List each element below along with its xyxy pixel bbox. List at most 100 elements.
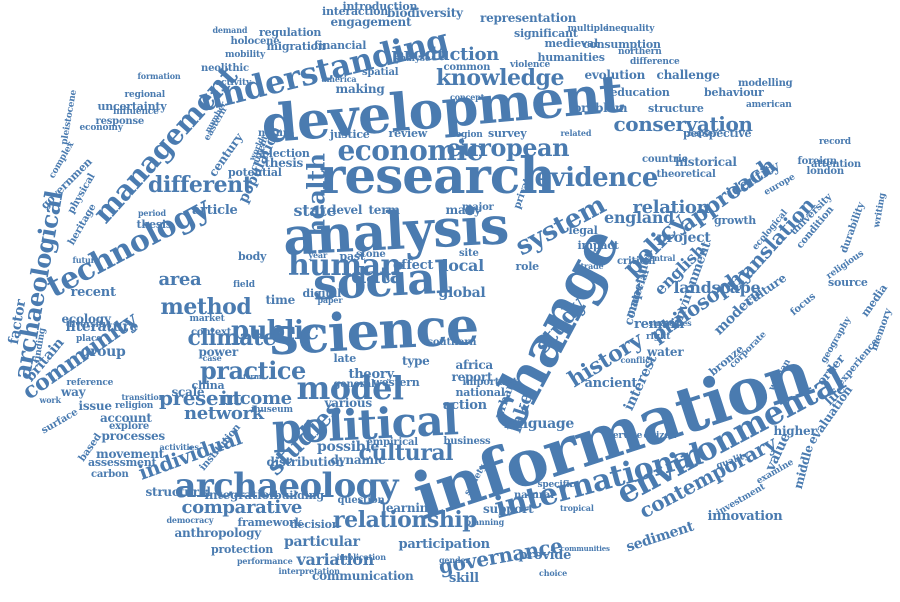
- word: biodiversity: [387, 6, 463, 20]
- word: conflict: [620, 355, 654, 365]
- word: africa: [455, 358, 494, 372]
- word: performance: [237, 556, 293, 566]
- word: transition: [121, 392, 165, 402]
- word: durability: [838, 201, 867, 255]
- word: theoretical: [656, 169, 716, 180]
- word: stone: [356, 249, 386, 260]
- word: humanities: [537, 50, 605, 64]
- word: human: [288, 248, 402, 283]
- word: relationship: [333, 507, 478, 533]
- word: theory: [348, 366, 395, 382]
- word: challenge: [656, 68, 720, 82]
- word: analyse: [394, 53, 431, 64]
- word: comparative: [181, 497, 303, 518]
- word: mobility: [225, 49, 266, 60]
- word: america: [321, 74, 357, 84]
- word: london: [806, 166, 845, 177]
- word: uncertainty: [97, 99, 167, 113]
- word: memory: [868, 307, 895, 353]
- word: consumption: [583, 37, 661, 51]
- word: data: [351, 263, 404, 289]
- word: late: [333, 351, 357, 365]
- word: foreign: [797, 156, 837, 167]
- word: countrie: [642, 154, 688, 165]
- word: related: [560, 128, 592, 138]
- word: region: [451, 129, 483, 140]
- word: surface: [39, 406, 80, 437]
- word: group: [80, 344, 126, 360]
- word: action: [443, 397, 487, 413]
- word: term: [368, 203, 400, 217]
- word: power: [198, 345, 239, 359]
- word: attention: [811, 159, 861, 170]
- word: problem: [573, 101, 628, 115]
- word: thesis: [136, 217, 173, 231]
- word: field: [233, 279, 255, 290]
- word: assessment: [88, 455, 157, 469]
- word: northern: [618, 46, 662, 57]
- word: activity: [215, 77, 252, 88]
- word: interaction: [322, 4, 389, 18]
- word: general: [333, 379, 375, 390]
- word: right: [646, 331, 671, 342]
- word: legal: [568, 223, 598, 237]
- word: network: [184, 403, 264, 424]
- word: period: [138, 208, 166, 218]
- word: state: [293, 201, 337, 220]
- word: evolution: [584, 68, 646, 82]
- word: possible: [317, 439, 379, 455]
- word: significant: [514, 26, 578, 40]
- word: conservation: [613, 112, 753, 136]
- word: type: [402, 354, 430, 368]
- word: carbon: [91, 469, 129, 480]
- word: inequality: [605, 23, 655, 34]
- word: account: [100, 411, 152, 425]
- word: american: [746, 99, 792, 110]
- word: building: [274, 488, 324, 502]
- word: effect: [393, 257, 434, 273]
- word: paper: [317, 295, 343, 305]
- word: particular: [284, 534, 360, 550]
- word: economic: [337, 134, 484, 167]
- word: focus: [788, 291, 818, 319]
- word: different: [148, 172, 253, 198]
- word: violence: [510, 59, 551, 70]
- word: future: [72, 255, 100, 265]
- word: perspective: [683, 126, 752, 140]
- word: scale: [171, 385, 205, 399]
- word: source: [828, 275, 868, 289]
- word: impact: [577, 238, 619, 252]
- word: time: [265, 293, 296, 307]
- word: case: [202, 353, 222, 363]
- word: landscape: [673, 278, 761, 297]
- word: structural: [145, 485, 211, 499]
- word: income: [220, 388, 293, 409]
- word: body: [238, 249, 267, 263]
- word: democracy: [166, 515, 214, 525]
- word: decision: [290, 517, 340, 531]
- word: site: [459, 248, 479, 259]
- word: historical: [675, 155, 737, 169]
- word: making: [335, 82, 385, 96]
- word: religion: [115, 400, 154, 411]
- word: spatial: [362, 67, 399, 78]
- word: support: [483, 502, 534, 516]
- word: language: [504, 416, 575, 432]
- word: migration: [266, 39, 326, 53]
- word: middle: [790, 443, 816, 491]
- word: archaeology: [174, 466, 399, 506]
- word: practice: [200, 356, 306, 385]
- word: protection: [211, 542, 273, 556]
- word: global: [438, 285, 486, 301]
- word: justice: [330, 127, 370, 141]
- word: area: [158, 269, 202, 290]
- word: report: [451, 370, 493, 384]
- word: year: [308, 250, 328, 260]
- word: medieval: [544, 36, 599, 50]
- word: holocene: [230, 36, 280, 47]
- word: growth: [714, 213, 757, 227]
- word: representation: [480, 11, 577, 25]
- word: implication: [336, 552, 387, 562]
- word: distribution: [266, 455, 344, 469]
